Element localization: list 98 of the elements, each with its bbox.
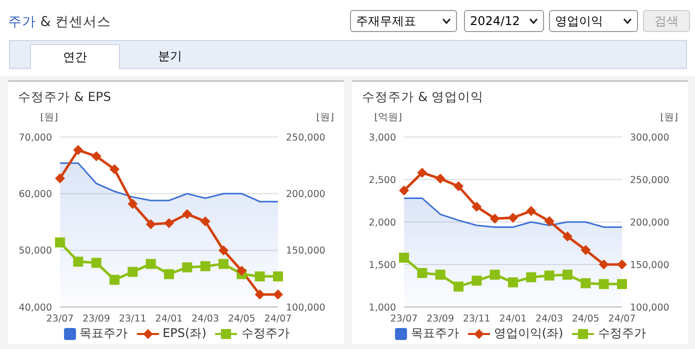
text: 검색: [643, 10, 690, 32]
point: [598, 279, 609, 290]
point: [182, 209, 192, 220]
point: [55, 237, 65, 248]
point: [472, 202, 482, 212]
y-tick-label: 1,000: [368, 302, 396, 314]
point: [55, 173, 65, 184]
point: [91, 151, 102, 162]
point: [580, 278, 591, 288]
point: [490, 214, 500, 224]
point: [454, 282, 464, 292]
chart-title: 수정주가 & 영업이익: [361, 88, 485, 106]
point: [417, 268, 428, 278]
point: [399, 252, 409, 263]
y-tick-label: 3,000: [368, 132, 396, 144]
point: [435, 270, 446, 280]
point: [508, 277, 518, 288]
x-tick-label: 23/07: [46, 314, 74, 325]
x-tick-label: 23/09: [82, 314, 110, 325]
x-tick-label: 23/09: [426, 314, 454, 325]
text: 분기: [157, 48, 183, 65]
point: [544, 216, 554, 226]
text: 주재무제표: [356, 12, 416, 30]
point: [526, 206, 536, 216]
point: [73, 256, 84, 267]
y2-tick-label: 250,000: [286, 132, 326, 144]
point: [110, 274, 120, 285]
point: [128, 266, 138, 277]
point: [200, 261, 210, 272]
point: [164, 218, 174, 228]
text: 영업이익: [555, 12, 603, 30]
y2-tick-label: 300,000: [630, 132, 670, 144]
point: [562, 270, 572, 280]
point: [580, 245, 591, 256]
text: 주가 & 컨센서스: [8, 13, 112, 31]
y2-tick-label: 200,000: [286, 189, 326, 200]
y2-tick-label: 150,000: [630, 260, 670, 271]
x-tick-label: 24/01: [499, 314, 527, 325]
x-tick-label: 23/11: [118, 314, 146, 325]
x-tick-label: 24/03: [536, 314, 564, 325]
point: [508, 212, 518, 223]
x-tick-label: 23/07: [390, 314, 418, 325]
y2-tick-label: 250,000: [630, 174, 670, 186]
point: [218, 258, 228, 269]
y-tick-label: 2,500: [368, 174, 396, 186]
x-tick-label: 24/01: [155, 314, 183, 325]
legend-label: 수정주가: [240, 325, 290, 342]
legend-label: EPS(좌): [162, 325, 206, 342]
point: [236, 266, 247, 276]
chart-title: 수정주가 & EPS: [17, 88, 112, 106]
y-tick-label: 2,000: [368, 217, 396, 228]
y-tick-label: 70,000: [18, 132, 52, 144]
y-tick-label: 40,000: [18, 302, 52, 314]
point: [490, 270, 500, 280]
point: [544, 270, 554, 281]
text: 2024/12: [470, 14, 520, 28]
point: [91, 258, 102, 268]
y-tick-label: 1,500: [368, 260, 396, 271]
x-tick-label: 24/05: [572, 314, 600, 325]
y-tick-label: 50,000: [18, 246, 52, 257]
legend-label: 영업이익(좌): [492, 325, 564, 342]
x-tick-label: 23/11: [462, 314, 490, 325]
point: [110, 164, 120, 174]
point: [617, 260, 627, 270]
point: [200, 216, 210, 226]
point: [562, 231, 572, 242]
point: [617, 279, 627, 290]
point: [598, 260, 609, 270]
y2-tick-label: 100,000: [286, 302, 326, 314]
point: [435, 174, 446, 184]
point: [254, 290, 265, 300]
point: [399, 186, 409, 196]
point: [218, 245, 228, 256]
point: [128, 198, 138, 209]
point: [273, 290, 283, 300]
y2-tick-label: 150,000: [286, 246, 326, 257]
x-tick-label: 24/03: [192, 314, 220, 325]
point: [417, 168, 428, 178]
y2-tick-label: 100,000: [630, 302, 670, 314]
point: [146, 258, 156, 269]
point: [73, 145, 84, 156]
legend-label: 목표주가: [410, 325, 459, 342]
x-tick-label: 24/07: [608, 314, 636, 325]
point: [526, 272, 536, 282]
legend-label: 목표주가: [78, 325, 128, 342]
point: [182, 262, 192, 272]
point: [146, 219, 156, 230]
point: [472, 276, 482, 286]
legend-label: 수정주가: [597, 325, 646, 342]
y2-tick-label: 200,000: [630, 217, 670, 228]
point: [454, 181, 464, 192]
y-tick-label: 60,000: [18, 189, 52, 200]
point: [254, 271, 265, 282]
x-tick-label: 24/07: [264, 314, 292, 325]
text: 연간: [30, 44, 120, 69]
point: [273, 271, 283, 282]
x-tick-label: 24/05: [228, 314, 256, 325]
point: [164, 269, 174, 280]
